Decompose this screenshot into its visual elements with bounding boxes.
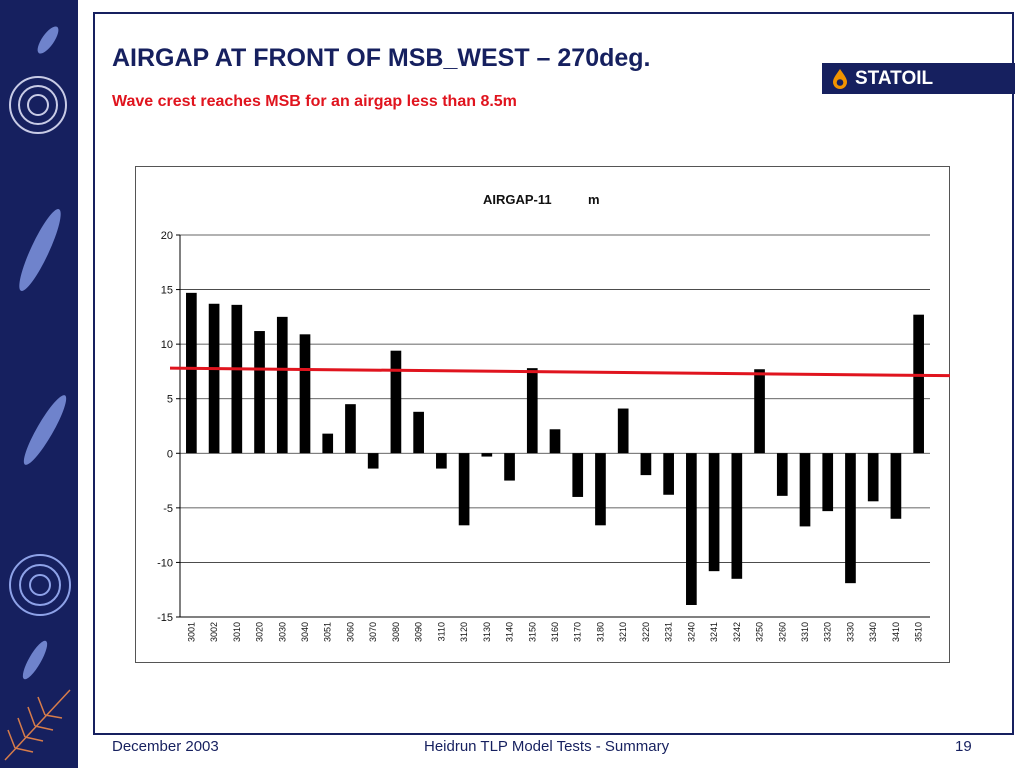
x-tick-label: 3231 [664,622,674,642]
chart-area-border [135,166,950,663]
x-tick-label: 3160 [550,622,560,642]
bar [595,453,606,526]
bar [776,453,788,496]
x-tick-label: 3030 [277,622,287,642]
y-tick-label: -15 [157,612,173,624]
bar [526,368,538,454]
bar [617,408,629,454]
bar [413,411,424,454]
x-tick-label: 3150 [527,622,537,642]
x-tick-label: 3040 [300,622,310,642]
bar [299,334,311,454]
y-tick-label: -5 [163,503,173,515]
y-tick-label: 20 [161,230,173,242]
x-tick-label: 3120 [459,622,469,642]
x-tick-label: 3170 [573,622,583,642]
bar [345,404,356,454]
x-tick-label: 3020 [255,622,265,642]
chart-title: AIRGAP-11 [483,192,552,207]
bar [663,453,674,495]
bar [845,453,856,584]
bar [322,433,334,454]
bar [504,453,515,481]
x-tick-label: 3340 [868,622,878,642]
x-tick-label: 3250 [755,622,765,642]
x-tick-label: 3010 [232,622,242,642]
chart-unit: m [588,192,600,207]
shell-fossil-icon [4,26,71,761]
x-tick-label: 3241 [709,622,719,642]
y-tick-label: 0 [167,448,173,460]
x-tick-label: 3510 [914,622,924,642]
bar [276,316,288,454]
slide-title: AIRGAP AT FRONT OF MSB_WEST – 270deg. [112,44,651,72]
x-tick-label: 3130 [482,622,492,642]
bar [208,303,220,454]
x-tick-label: 3060 [345,622,355,642]
x-tick-label: 3002 [209,622,219,642]
bar [822,453,834,512]
bar [390,350,402,454]
bar [186,292,197,454]
x-tick-label: 3310 [800,622,810,642]
y-tick-label: 10 [161,339,173,351]
x-tick-label: 3001 [186,622,196,642]
x-tick-label: 3210 [618,622,628,642]
x-tick-label: 3140 [505,622,515,642]
bar [367,453,379,469]
x-tick-label: 3070 [368,622,378,642]
bar [572,453,584,497]
decorative-sidebar [0,0,78,768]
x-tick-label: 3110 [436,622,446,641]
bar [458,453,470,526]
y-tick-label: -10 [157,557,173,569]
bar [481,453,493,457]
x-tick-label: 3220 [641,622,651,642]
bar [549,429,561,454]
bar [708,453,720,572]
bar [436,453,447,469]
bar [799,453,811,527]
company-logo: STATOIL [822,63,1015,94]
airgap-bar-chart: AIRGAP-11 m -15 -10 -5 0 5 10 15 20 3001 3002 3010… [135,166,950,663]
bar [754,369,765,454]
bar [890,453,902,519]
x-tick-label: 3242 [732,622,742,642]
y-tick-label: 5 [167,394,173,406]
x-tick-label: 3051 [323,622,333,642]
bar [686,453,697,605]
flame-drop-icon [833,68,847,89]
x-tick-label: 3180 [595,622,605,642]
x-tick-label: 3330 [845,622,855,642]
x-tick-label: 3320 [823,622,833,642]
bar [731,453,743,579]
bar [640,453,652,476]
y-tick-label: 15 [161,285,173,297]
x-tick-label: 3090 [414,622,424,642]
x-tick-label: 3080 [391,622,401,642]
page-number: 19 [955,738,972,755]
bar [231,304,243,454]
slide-frame [93,12,1014,735]
logo-text: STATOIL [855,67,934,89]
bar [913,314,924,454]
x-tick-label: 3410 [891,622,901,642]
x-tick-label: 3240 [686,622,696,642]
footer-center-text: Heidrun TLP Model Tests - Summary [424,738,670,755]
bar [254,331,265,454]
slide-subtitle: Wave crest reaches MSB for an airgap les… [112,93,517,110]
bar [867,453,879,502]
reference-line [169,366,950,378]
footer-date: December 2003 [112,738,219,755]
x-tick-label: 3260 [777,622,787,642]
